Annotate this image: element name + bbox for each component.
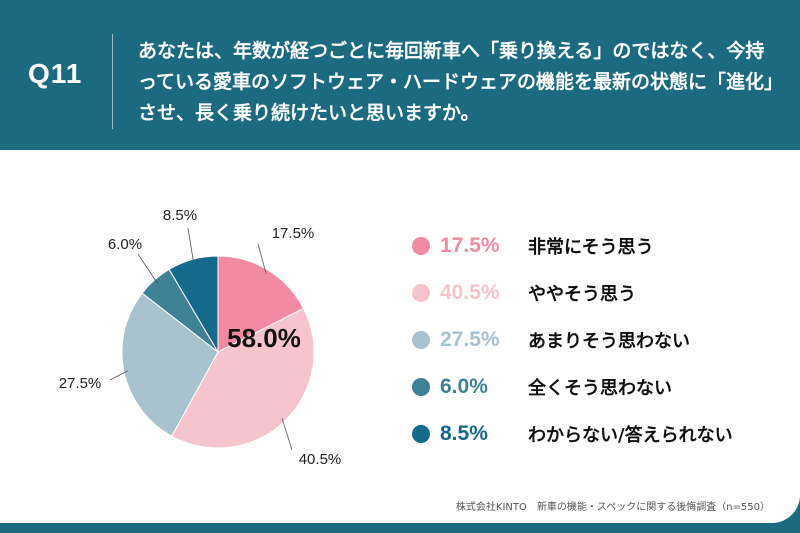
header-divider <box>112 34 113 129</box>
center-total-label: 58.0% <box>227 323 301 353</box>
question-text: あなたは、年数が経つごとに毎回新車へ「乗り換える」のではなく、今持っている愛車の… <box>138 40 774 124</box>
leader-line <box>257 243 267 274</box>
legend-swatch <box>412 236 430 255</box>
legend-label: わからない/答えられない <box>528 424 733 446</box>
kinto-logo: KINTO <box>12 500 91 525</box>
legend-value: 6.0% <box>440 374 488 398</box>
legend-item: 27.5% あまりそう思わない <box>412 316 792 363</box>
pie-slice <box>217 255 305 353</box>
legend-item: 8.5% わからない/答えられない <box>412 410 792 457</box>
leader-line <box>137 253 158 284</box>
leader-line <box>187 227 195 264</box>
question-number: Q11 <box>28 58 83 89</box>
legend-swatch <box>412 424 430 443</box>
pie-slice <box>171 307 315 449</box>
slice-label: 40.5% <box>299 451 342 468</box>
slice-label: 17.5% <box>272 225 315 242</box>
chart-legend: 17.5% 非常にそう思う 40.5% ややそう思う 27.5% あまりそう思わない 6.0… <box>412 222 792 457</box>
legend-label: 全くそう思わない <box>528 377 672 399</box>
slice-label: 8.5% <box>163 207 197 224</box>
legend-item: 40.5% ややそう思う <box>412 269 792 316</box>
legend-value: 17.5% <box>440 233 500 257</box>
legend-item: 17.5% 非常にそう思う <box>412 222 792 269</box>
legend-item: 6.0% 全くそう思わない <box>412 363 792 410</box>
legend-swatch <box>412 283 430 302</box>
legend-label: あまりそう思わない <box>528 330 690 352</box>
legend-swatch <box>412 377 430 396</box>
source-note: 株式会社KINTO 新車の機能・スペックに関する後悔調査（n=550） <box>455 502 770 513</box>
pie-slice <box>121 292 219 437</box>
slice-label: 6.0% <box>108 236 142 253</box>
leader-line <box>109 370 129 381</box>
legend-label: ややそう思う <box>528 283 636 305</box>
legend-swatch <box>412 330 430 349</box>
legend-value: 27.5% <box>440 327 500 351</box>
question-header: Q11 あなたは、年数が経つごとに毎回新車へ「乗り換える」のではなく、今持ってい… <box>0 0 800 150</box>
legend-label: 非常にそう思う <box>528 236 654 258</box>
legend-value: 8.5% <box>440 421 488 445</box>
slice-label: 27.5% <box>59 375 102 392</box>
leader-line <box>281 417 293 451</box>
legend-value: 40.5% <box>440 280 500 304</box>
